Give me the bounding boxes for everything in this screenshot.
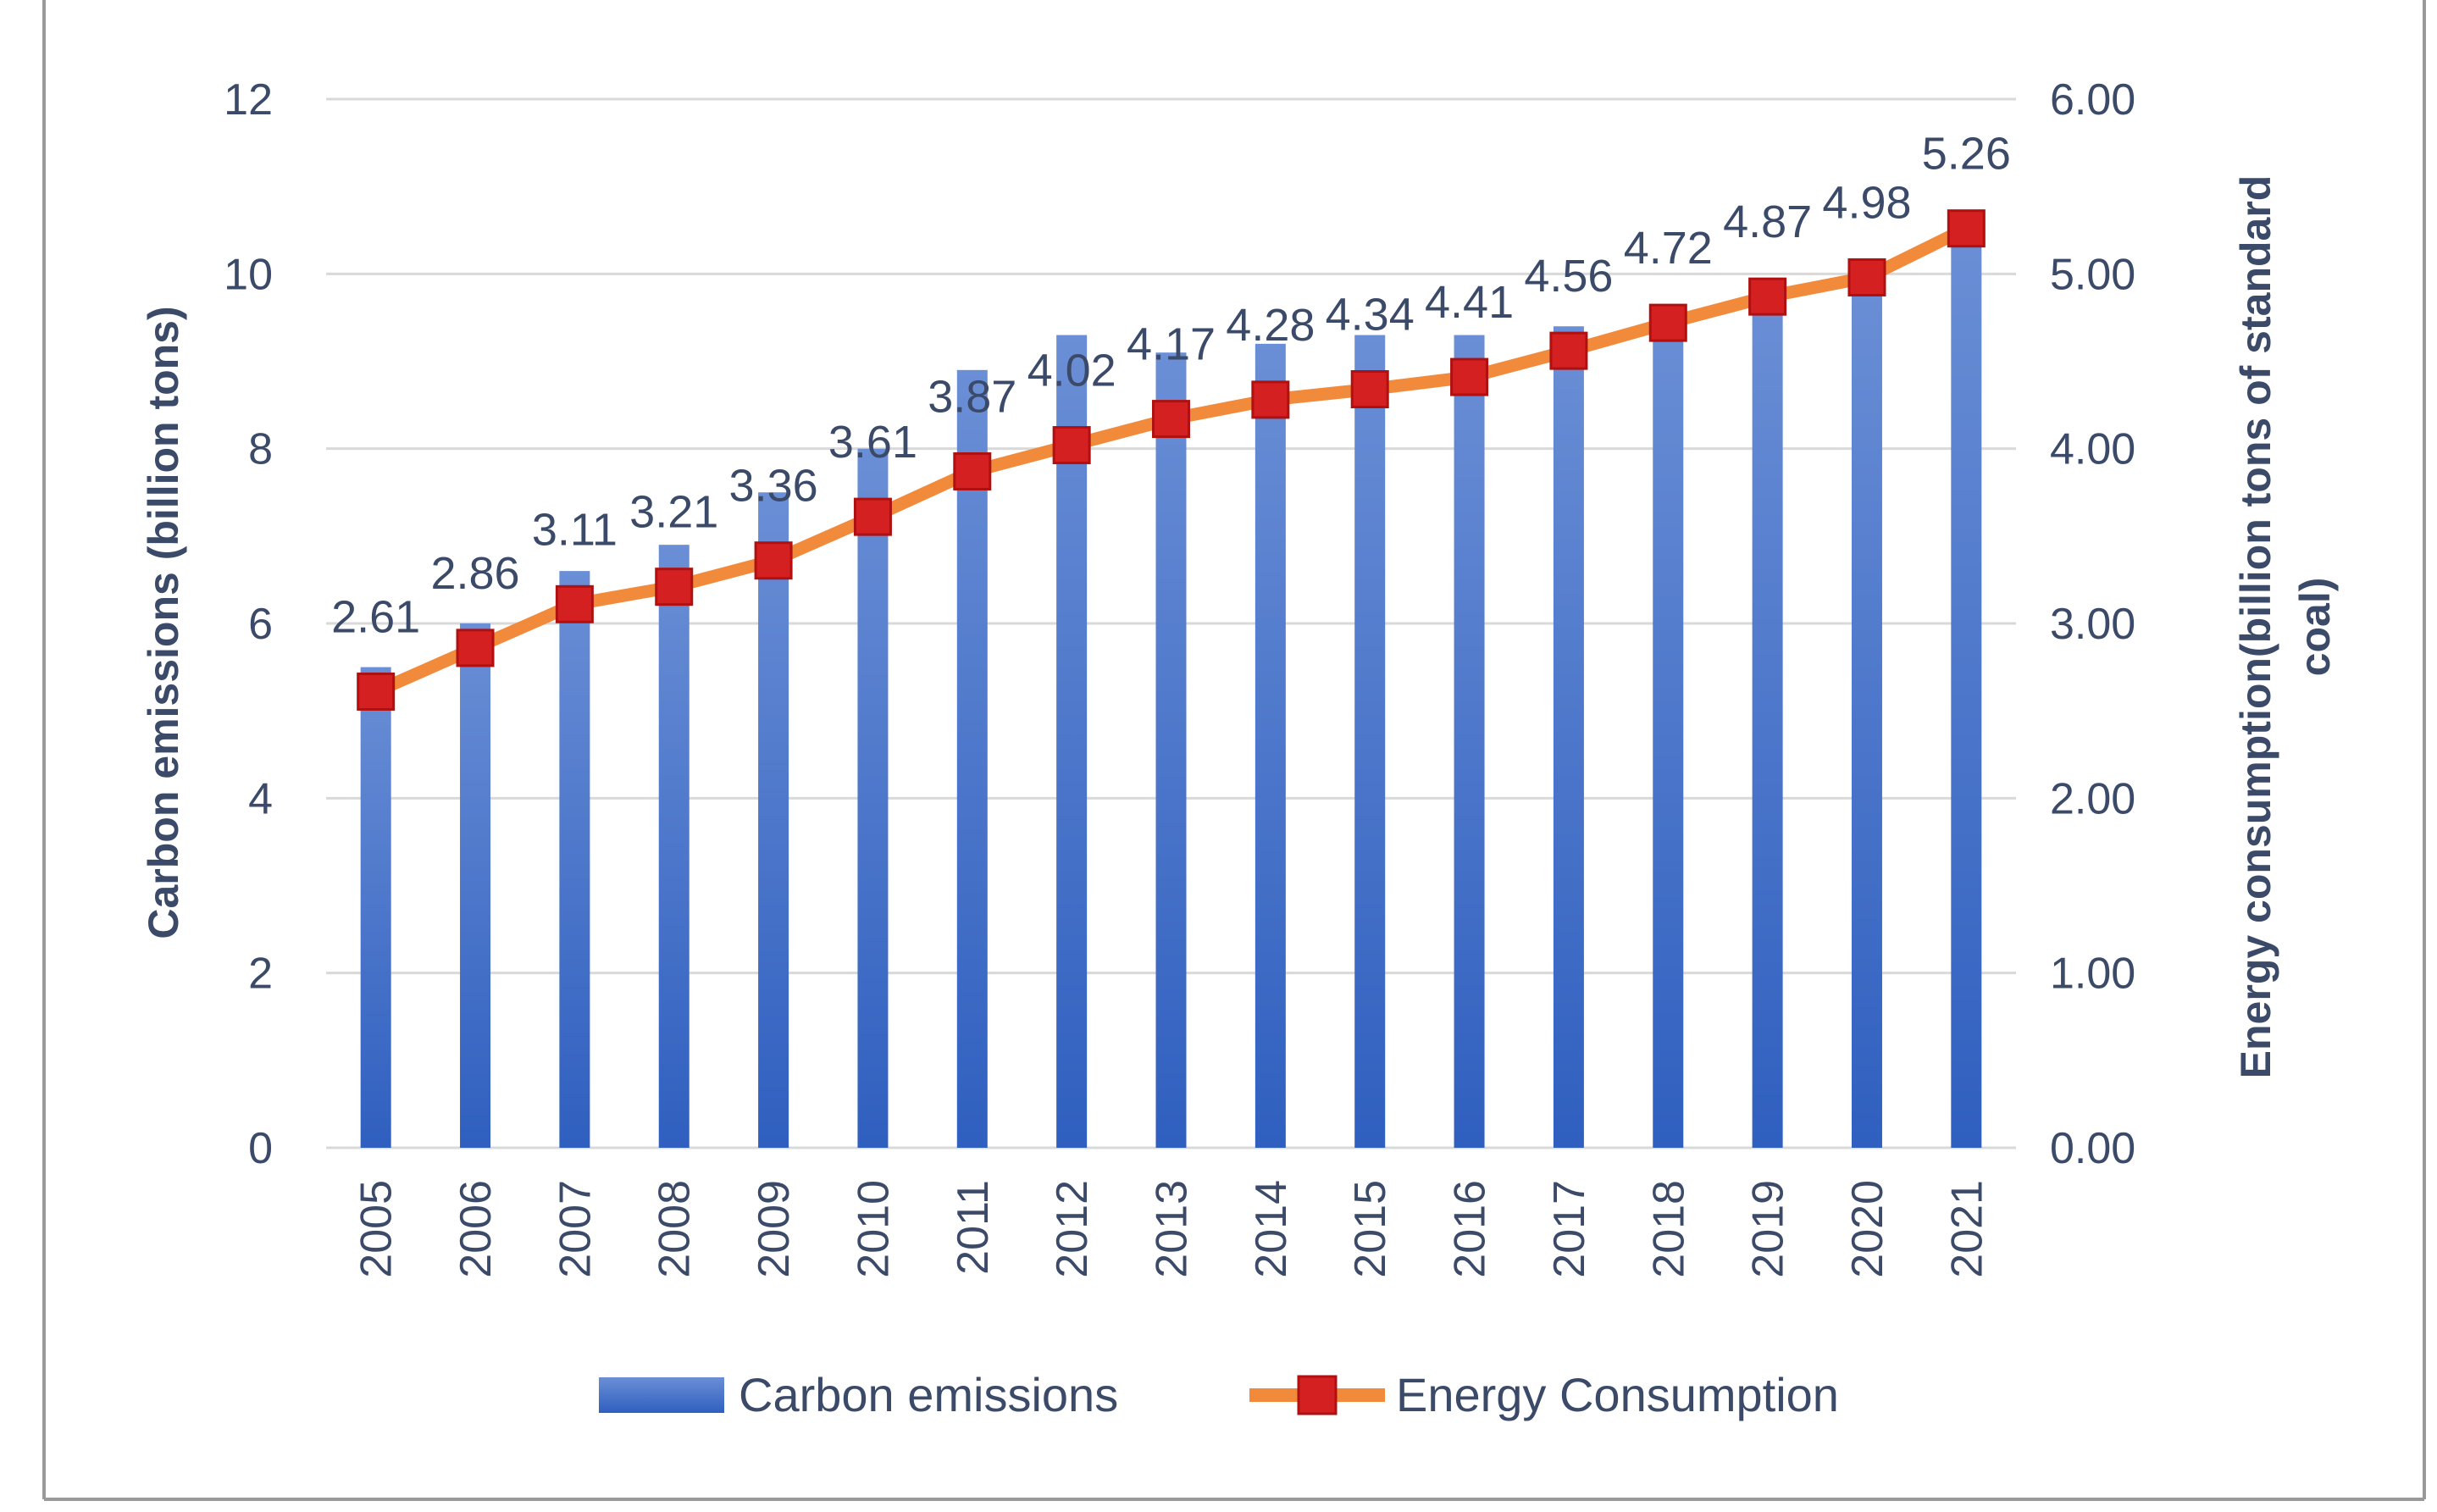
left-tick-label: 4 xyxy=(248,774,273,823)
carbon-emissions-bar xyxy=(1155,352,1187,1148)
energy-consumption-marker xyxy=(655,568,694,606)
x-tick-label: 2008 xyxy=(651,1180,700,1278)
left-tick-label: 2 xyxy=(248,950,273,999)
right-tick-label: 2.00 xyxy=(2050,774,2135,823)
energy-consumption-marker xyxy=(1947,209,1986,248)
x-tick-label: 2007 xyxy=(551,1180,600,1278)
left-tick-label: 0 xyxy=(248,1124,273,1173)
energy-data-label: 4.02 xyxy=(1027,346,1116,396)
energy-data-label: 2.61 xyxy=(331,591,420,642)
right-tick-label: 3.00 xyxy=(2050,600,2135,649)
x-tick-label: 2010 xyxy=(849,1180,898,1278)
left-tick-label: 6 xyxy=(248,600,273,649)
energy-data-label: 4.34 xyxy=(1326,290,1415,341)
energy-data-label: 4.98 xyxy=(1822,177,1911,228)
carbon-emissions-bar xyxy=(956,369,988,1149)
energy-data-label: 4.56 xyxy=(1524,251,1613,302)
carbon-emissions-bar xyxy=(758,492,789,1148)
legend: Carbon emissions Energy Consumption xyxy=(599,1368,1839,1421)
energy-data-label: 3.36 xyxy=(729,461,818,512)
x-tick-label: 2013 xyxy=(1148,1180,1197,1278)
x-tick-label: 2020 xyxy=(1843,1180,1892,1278)
carbon-emissions-bar xyxy=(857,448,889,1148)
carbon-emissions-bar xyxy=(360,667,391,1148)
carbon-emissions-bar xyxy=(460,623,491,1148)
carbon-emissions-bar xyxy=(1553,326,1584,1148)
energy-consumption-marker xyxy=(754,541,793,580)
left-tick-label: 8 xyxy=(248,425,273,474)
right-tick-label: 4.00 xyxy=(2050,425,2135,474)
x-tick-label: 2016 xyxy=(1446,1180,1495,1278)
carbon-emissions-bar xyxy=(1056,335,1088,1148)
carbon-emissions-bar xyxy=(658,545,690,1148)
x-tick-label: 2012 xyxy=(1048,1180,1097,1278)
carbon-emissions-bar xyxy=(1851,274,1882,1148)
energy-consumption-marker xyxy=(853,497,892,536)
energy-consumption-line: 2.612.86 3.11 3.213.363.613.874.024.17 4.28… xyxy=(331,129,2011,711)
energy-data-label: 5.26 xyxy=(1922,129,2011,180)
left-tick-label: 10 xyxy=(224,250,273,299)
energy-data-label: 4.41 xyxy=(1425,277,1514,328)
x-axis-ticks: 2005 2006 2007 2008 2009 2010 2011 2012 2013 2014… xyxy=(352,1180,1992,1278)
right-tick-label: 0.00 xyxy=(2050,1124,2135,1173)
energy-data-label: 4.87 xyxy=(1723,197,1812,247)
energy-data-label: 4.17 xyxy=(1127,319,1216,370)
x-tick-label: 2021 xyxy=(1942,1180,1991,1278)
right-tick-label: 5.00 xyxy=(2050,250,2135,299)
energy-consumption-marker xyxy=(953,451,992,490)
energy-data-label: 3.61 xyxy=(828,417,917,468)
x-tick-label: 2019 xyxy=(1744,1180,1793,1278)
energy-consumption-marker xyxy=(1052,426,1091,465)
x-tick-label: 2017 xyxy=(1545,1180,1594,1278)
carbon-emissions-bar xyxy=(1354,335,1386,1148)
carbon-emissions-bar xyxy=(559,571,590,1148)
energy-consumption-marker xyxy=(1450,357,1489,396)
x-tick-label: 2011 xyxy=(949,1180,998,1275)
carbon-emissions-bars xyxy=(360,230,1982,1149)
energy-consumption-marker xyxy=(1847,258,1886,296)
legend-swatch-energy-marker xyxy=(1297,1375,1338,1415)
legend-label-energy-consumption: Energy Consumption xyxy=(1396,1368,1839,1421)
legend-label-carbon-emissions: Carbon emissions xyxy=(739,1368,1118,1421)
carbon-emissions-bar xyxy=(1255,343,1286,1148)
legend-swatch-carbon-emissions xyxy=(599,1377,724,1413)
energy-consumption-marker xyxy=(1251,380,1290,419)
left-tick-label: 12 xyxy=(224,75,273,125)
energy-consumption-marker xyxy=(1748,277,1787,316)
energy-consumption-marker xyxy=(1549,331,1588,370)
right-axis-title-line2: coal) xyxy=(2291,578,2339,677)
x-tick-label: 2018 xyxy=(1644,1180,1693,1278)
energy-data-label: 3.87 xyxy=(928,371,1016,422)
energy-consumption-marker xyxy=(555,584,594,623)
left-axis-ticks: 0 2 4 6 8 10 12 xyxy=(224,75,273,1173)
x-tick-label: 2015 xyxy=(1346,1180,1395,1278)
x-tick-label: 2006 xyxy=(451,1180,501,1278)
x-tick-label: 2014 xyxy=(1247,1180,1296,1278)
energy-data-label: 4.72 xyxy=(1624,223,1713,274)
energy-consumption-marker xyxy=(1152,400,1190,439)
energy-consumption-marker xyxy=(456,629,495,667)
carbon-emissions-bar xyxy=(1454,335,1485,1148)
right-axis-title-line1: Energy consumption(billion tons of stand… xyxy=(2232,175,2279,1079)
carbon-emissions-bar xyxy=(1752,291,1783,1148)
right-tick-label: 6.00 xyxy=(2050,75,2135,125)
carbon-emissions-bar xyxy=(1951,230,1982,1148)
carbon-emissions-bar xyxy=(1653,308,1684,1149)
x-tick-label: 2009 xyxy=(750,1180,799,1278)
x-tick-label: 2005 xyxy=(352,1180,402,1278)
energy-data-label: 4.28 xyxy=(1226,300,1315,351)
right-axis-ticks: 0.00 1.00 2.00 3.00 4.00 5.00 6.00 xyxy=(2050,75,2135,1173)
energy-consumption-marker xyxy=(357,672,396,711)
energy-data-label: 3.11 xyxy=(532,504,618,555)
energy-consumption-marker xyxy=(1648,303,1687,342)
right-tick-label: 1.00 xyxy=(2050,950,2135,999)
energy-data-label: 3.21 xyxy=(629,487,718,538)
energy-data-label: 2.86 xyxy=(430,548,519,599)
left-axis-title: Carbon emissions (billion tons) xyxy=(140,306,187,939)
energy-consumption-marker xyxy=(1350,370,1389,409)
